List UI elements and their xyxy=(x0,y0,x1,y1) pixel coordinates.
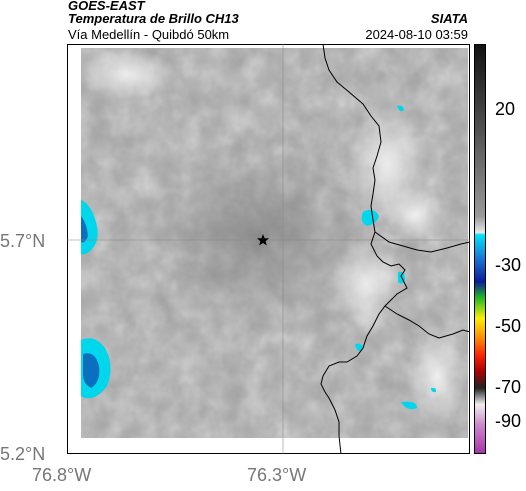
star-icon[interactable] xyxy=(257,234,269,246)
timestamp-label: 2024-08-10 03:59 xyxy=(365,27,468,42)
colorbar-tick-label: -50 xyxy=(495,316,522,336)
map-gridlines xyxy=(67,44,470,454)
y-tick-label: 5.2°N xyxy=(0,444,46,464)
colorbar-tick-label: -90 xyxy=(495,411,522,431)
satellite-map[interactable] xyxy=(67,44,470,454)
colorbar-canvas xyxy=(474,44,486,454)
y-tick-label: 5.7°N xyxy=(0,231,46,251)
satellite-name: GOES-EAST xyxy=(68,0,145,13)
admin-border xyxy=(320,44,408,454)
region-label: Vía Medellín - Quibdó 50km xyxy=(68,27,230,42)
colorbar-tick-label: -30 xyxy=(495,255,522,275)
map-canvas xyxy=(67,44,470,454)
cloud-field xyxy=(77,48,468,438)
admin-border-branch xyxy=(384,305,470,339)
x-tick-label: 76.8°W xyxy=(32,465,92,485)
organization-label: SIATA xyxy=(430,11,468,26)
admin-border-east xyxy=(374,231,470,253)
x-tick-label: 76.3°W xyxy=(247,465,307,485)
colorbar-tick-label: 20 xyxy=(495,99,516,119)
colorbar xyxy=(474,44,486,454)
colorbar-tick-label: -70 xyxy=(495,377,522,397)
product-title: Temperatura de Brillo CH13 xyxy=(68,11,239,26)
